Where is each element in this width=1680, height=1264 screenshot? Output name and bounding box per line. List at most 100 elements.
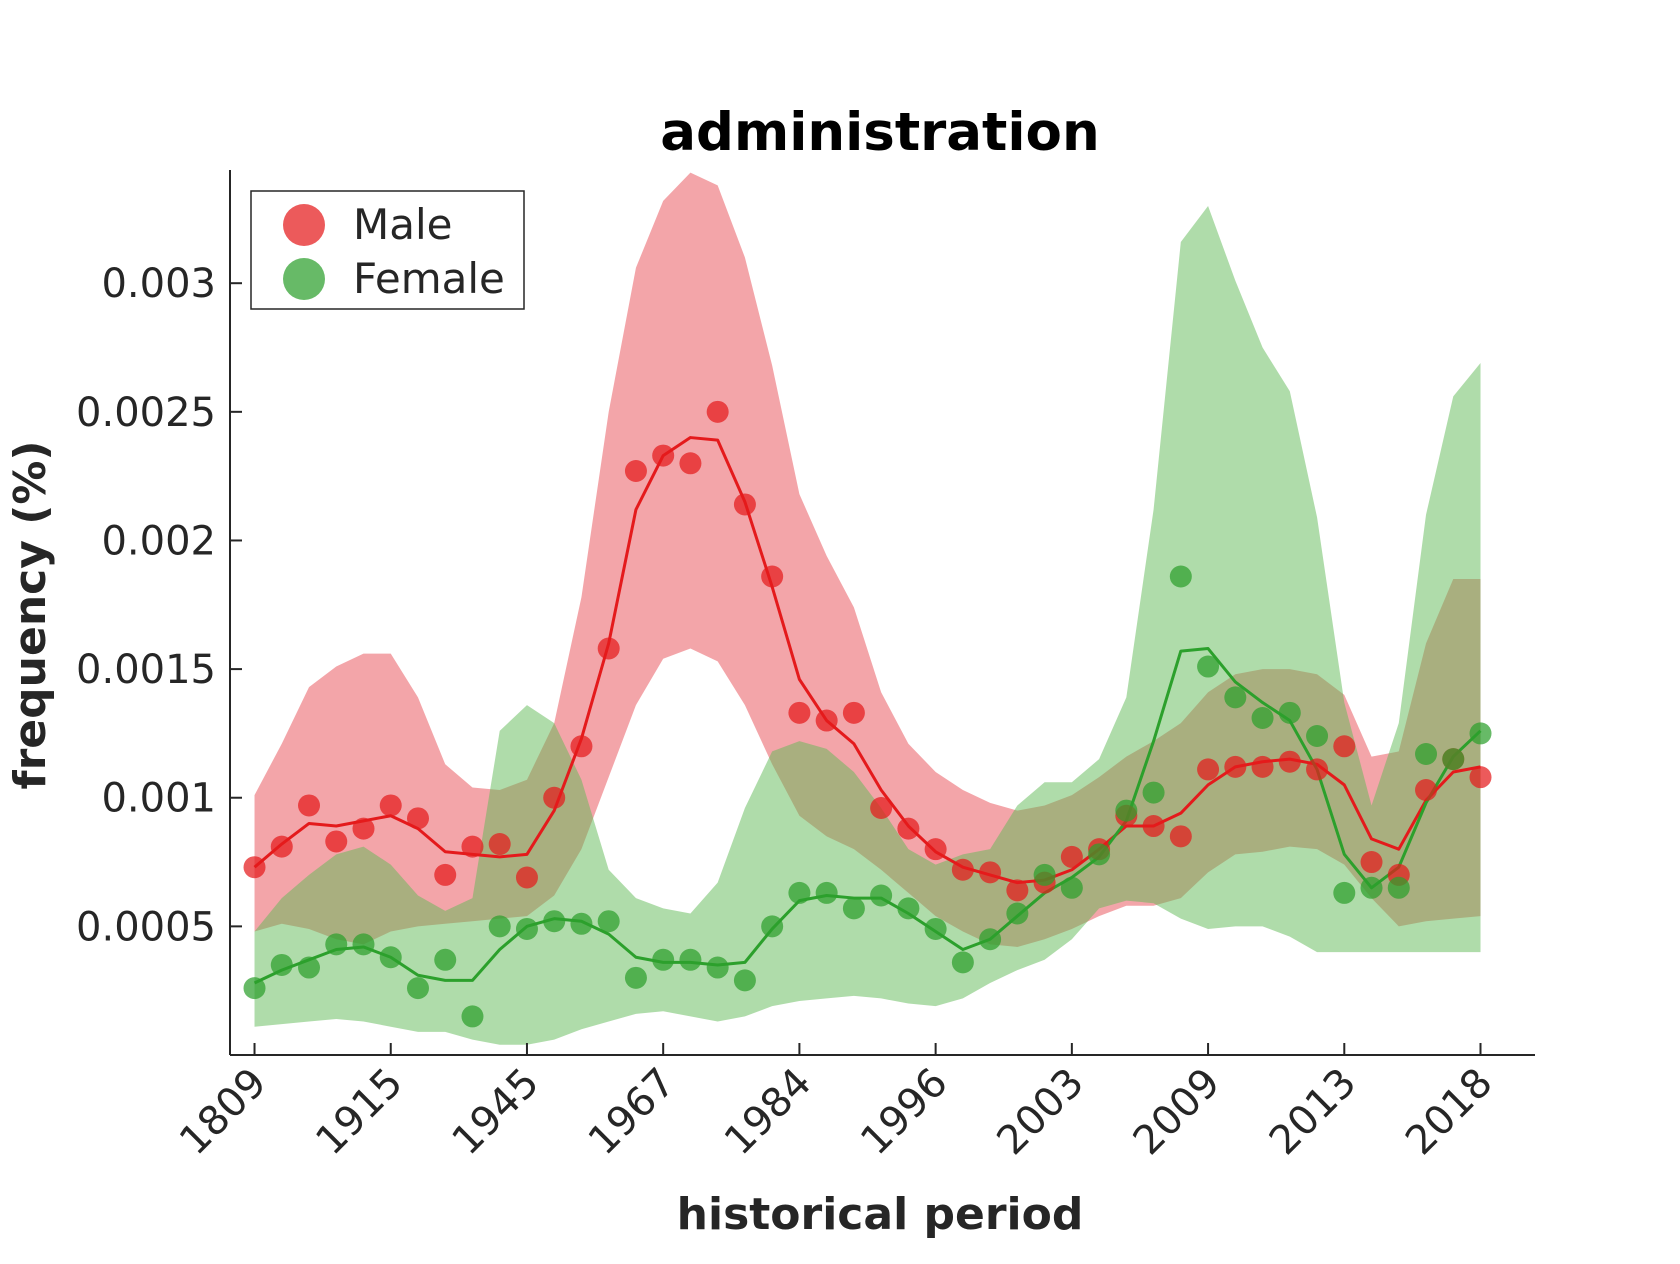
chart-title: administration [660,102,1099,163]
male-data-point [979,861,1002,884]
male-data-point [733,493,756,516]
female-data-point [1006,902,1029,925]
legend-marker-male [283,204,325,246]
female-data-point [325,933,348,956]
female-data-point [1088,843,1111,866]
male-data-point [1333,735,1356,758]
male-data-point [488,833,511,856]
male-data-point [1197,758,1220,781]
female-data-point [1197,655,1220,678]
y-tick-label: 0.003 [101,261,216,307]
y-tick-label: 0.0005 [76,904,216,950]
female-data-point [870,884,893,907]
male-data-point [870,797,893,820]
male-data-point [1469,766,1492,789]
male-data-point [842,701,865,724]
female-data-point [842,897,865,920]
female-data-point [406,977,429,1000]
female-data-point [979,928,1002,951]
female-data-point [652,948,675,971]
male-data-point [679,452,702,475]
female-data-point [298,956,321,979]
female-data-point [897,897,920,920]
female-data-point [1169,565,1192,588]
female-data-point [624,966,647,989]
data-points [243,400,1492,1028]
female-data-point [951,951,974,974]
trend-lines [253,436,1482,985]
female-data-point [1224,686,1247,709]
female-data-point [706,956,729,979]
female-data-point [515,917,538,940]
female-data-point [243,977,266,1000]
female-data-point [379,946,402,969]
male-trend-line [253,436,1481,885]
male-data-point [570,735,593,758]
female-data-point [1060,876,1083,899]
male-data-point [379,794,402,817]
female-data-point [1442,748,1465,771]
axes [229,170,1535,1056]
legend-label-female: Female [353,254,505,303]
male-data-point [243,856,266,879]
male-data-point [815,709,838,732]
male-data-point [1415,779,1438,802]
y-tick-label: 0.0015 [76,647,216,693]
male-data-point [461,835,484,858]
female-data-point [597,910,620,933]
male-data-point [515,866,538,889]
legend-label-male: Male [353,200,452,249]
female-data-point [270,953,293,976]
male-data-point [1306,758,1329,781]
female-data-point [761,915,784,938]
female-data-point [1278,701,1301,724]
female-data-point [1306,724,1329,747]
female-data-point [1469,722,1492,745]
female-data-point [679,948,702,971]
female-trend-line [253,647,1482,985]
male-data-point [706,400,729,423]
male-data-point [1006,879,1029,902]
male-data-point [325,830,348,853]
male-data-point [1360,851,1383,874]
male-data-point [1224,755,1247,778]
female-data-point [543,910,566,933]
male-data-point [543,786,566,809]
y-tick-label: 0.002 [101,518,216,564]
male-data-point [1278,750,1301,773]
male-data-point [352,817,375,840]
female-data-point [1415,742,1438,765]
female-data-point [1033,863,1056,886]
female-data-point [924,917,947,940]
female-data-point [1142,781,1165,804]
y-tick-label: 0.0025 [76,390,216,436]
legend: Male Female [250,190,525,310]
female-data-point [488,915,511,938]
female-data-point [1333,881,1356,904]
male-data-point [761,565,784,588]
male-data-point [406,807,429,830]
female-data-point [815,881,838,904]
x-axis-label: historical period [677,1189,1084,1240]
male-data-point [924,838,947,861]
female-data-point [1251,706,1274,729]
male-data-point [1060,845,1083,868]
male-data-point [298,794,321,817]
female-data-point [461,1005,484,1028]
legend-marker-female [283,258,325,300]
male-data-point [788,701,811,724]
male-data-point [434,863,457,886]
female-data-point [1387,876,1410,899]
male-data-point [597,637,620,660]
male-data-point [624,460,647,483]
female-data-point [1115,799,1138,822]
female-data-point [733,969,756,992]
female-data-point [788,881,811,904]
male-data-point [1142,815,1165,838]
female-data-point [570,912,593,935]
y-axis-label: frequency (%) [5,440,56,789]
male-data-point [652,444,675,467]
female-data-point [434,948,457,971]
